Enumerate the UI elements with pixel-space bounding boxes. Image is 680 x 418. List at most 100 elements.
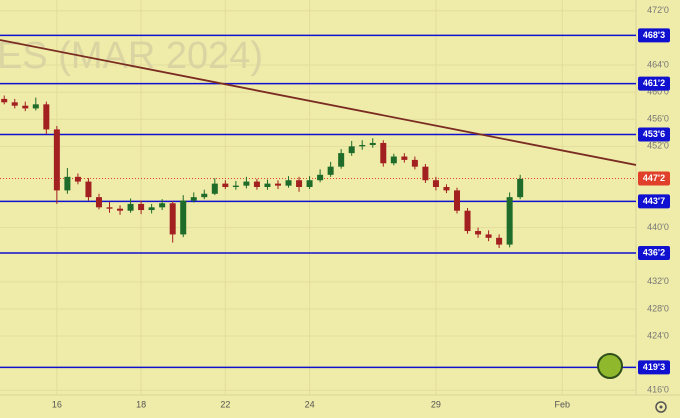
y-tick-label: 460'0 [647, 87, 669, 97]
candle-body [348, 146, 355, 154]
candle-body [53, 129, 60, 191]
candle [296, 176, 303, 192]
candle [1, 95, 8, 105]
y-tick-label: 424'0 [647, 330, 669, 340]
candle-body [95, 197, 102, 208]
x-tick-label: Feb [555, 399, 571, 409]
candle-body [306, 180, 313, 187]
candle-body [506, 197, 513, 245]
candle [159, 199, 166, 211]
candle [369, 138, 376, 148]
candle-body [422, 166, 429, 181]
candle [274, 180, 281, 190]
candle-body [253, 181, 260, 187]
candle [453, 187, 460, 214]
candle [95, 193, 102, 210]
candle [64, 168, 71, 194]
candle [380, 140, 387, 167]
level-label-box [638, 127, 670, 142]
candle-body [43, 104, 50, 130]
candle-body [138, 203, 145, 211]
candle [22, 101, 29, 112]
candle [232, 180, 239, 190]
candle [106, 201, 113, 213]
candle-body [475, 231, 482, 235]
alert-marker [597, 353, 623, 379]
candle-body [264, 183, 271, 187]
candle [264, 179, 271, 190]
y-tick-label: 416'0 [647, 385, 669, 395]
candle-body [64, 176, 71, 191]
candle [190, 192, 197, 203]
candle-body [496, 237, 503, 245]
y-tick-label: 440'0 [647, 222, 669, 232]
candle [32, 97, 39, 111]
candle [517, 174, 524, 200]
candle [201, 189, 208, 200]
candle [169, 201, 176, 243]
x-tick-label: 22 [220, 399, 230, 409]
candle-body [517, 178, 524, 198]
candle-body [369, 142, 376, 145]
candle-body [106, 207, 113, 209]
candle-body [222, 183, 229, 187]
level-label: 436'2 [643, 247, 665, 257]
candle-body [11, 102, 18, 106]
candle-body [443, 186, 450, 191]
candle [443, 184, 450, 194]
candle-body [380, 142, 387, 164]
candle [422, 163, 429, 183]
candle-body [401, 156, 408, 160]
candle [464, 208, 471, 234]
y-tick-label: 464'0 [647, 59, 669, 69]
candle-body [190, 197, 197, 201]
candle [285, 176, 292, 188]
watermark: ES (MAR 2024) [0, 35, 263, 77]
level-label: 461'2 [643, 78, 665, 88]
candle [85, 178, 92, 201]
candle-body [211, 183, 218, 194]
candle-body [327, 166, 334, 175]
level-label: 453'6 [643, 129, 665, 139]
y-tick-label: 472'0 [647, 5, 669, 15]
y-tick-label: 452'0 [647, 141, 669, 151]
candle [327, 161, 334, 177]
candle-body [390, 156, 397, 164]
candle [117, 205, 124, 215]
candle-body [359, 144, 366, 147]
candle [348, 140, 355, 156]
candle-body [317, 174, 324, 181]
candle [138, 200, 145, 215]
level-label-box [638, 76, 670, 91]
candle [390, 153, 397, 166]
candle [11, 98, 18, 109]
candle-body [180, 200, 187, 235]
candle [496, 234, 503, 248]
settings-icon[interactable] [655, 401, 667, 413]
trend-line [0, 39, 637, 166]
candle-body [338, 153, 345, 167]
level-label: 468'3 [643, 30, 665, 40]
candle-body [22, 105, 29, 109]
candle-body [32, 104, 39, 109]
y-tick-label: 456'0 [647, 114, 669, 124]
last-price-box [638, 171, 670, 186]
candle [506, 192, 513, 248]
candle [127, 198, 134, 213]
candle-body [296, 180, 303, 187]
candle [359, 140, 366, 150]
candle-body [285, 180, 292, 186]
candle [253, 178, 260, 190]
candle-body [274, 183, 281, 186]
candle [74, 173, 81, 185]
candle-body [127, 203, 134, 211]
candle-body [148, 207, 155, 211]
candle [211, 178, 218, 196]
candle [411, 156, 418, 170]
candle [180, 195, 187, 238]
candle [485, 230, 492, 242]
level-label-box [638, 194, 670, 209]
